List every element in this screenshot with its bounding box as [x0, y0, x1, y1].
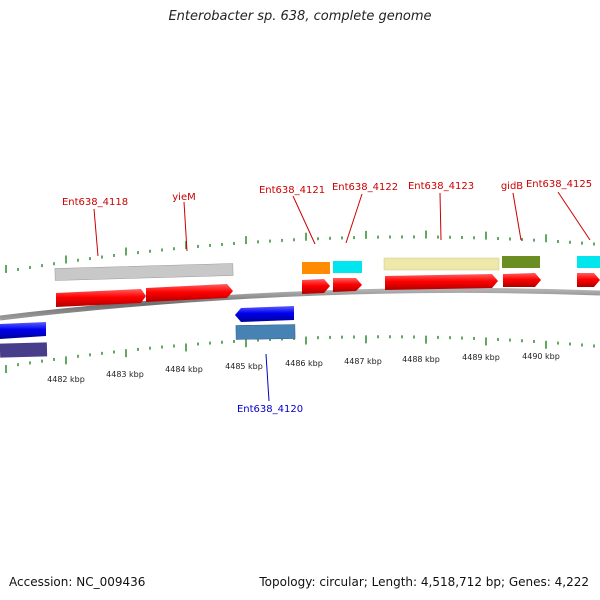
- outer-tick-track: [5, 230, 595, 273]
- feature-ent638-4120[interactable]: [235, 324, 296, 340]
- cds-arrow-ent638-4121[interactable]: [302, 279, 330, 294]
- gene-label-ent638-4118[interactable]: Ent638_4118: [62, 197, 128, 257]
- gene-label-ent638-4122[interactable]: Ent638_4122: [332, 182, 398, 244]
- feature-left-edge[interactable]: [0, 342, 48, 358]
- kbp-label-4489: 4489 kbp: [462, 353, 500, 362]
- gene-label-ent638-4120[interactable]: Ent638_4120: [237, 353, 303, 415]
- kbp-label-4485: 4485 kbp: [225, 362, 263, 371]
- kbp-label-4488: 4488 kbp: [402, 355, 440, 364]
- svg-text:Ent638_4120: Ent638_4120: [237, 404, 303, 415]
- accession-text: Accession: NC_009436: [9, 575, 146, 589]
- kbp-label-4490: 4490 kbp: [522, 352, 560, 361]
- cds-arrow-ent638-4122[interactable]: [333, 278, 362, 292]
- genome-summary-text: Topology: circular; Length: 4,518,712 bp…: [259, 575, 589, 589]
- feature-ent638-4122[interactable]: [333, 261, 362, 273]
- svg-text:yieM: yieM: [172, 192, 195, 203]
- cds-arrow-left-edge[interactable]: [0, 322, 46, 339]
- map-title: Enterobacter sp. 638, complete genome: [168, 9, 432, 24]
- gene-label-ent638-4125[interactable]: Ent638_4125: [526, 179, 592, 241]
- gene-label-yiem[interactable]: yieM: [172, 192, 196, 252]
- feature-ent638-4118[interactable]: [54, 263, 234, 281]
- inner-tick-track: [5, 335, 595, 374]
- cds-arrow-yiem[interactable]: [146, 284, 233, 302]
- kbp-label-4483: 4483 kbp: [106, 370, 144, 379]
- cds-arrow-ent638-4123[interactable]: [385, 274, 498, 290]
- svg-text:Ent638_4123: Ent638_4123: [408, 181, 474, 192]
- feature-ent638-4125[interactable]: [577, 256, 600, 268]
- svg-text:Ent638_4122: Ent638_4122: [332, 182, 398, 193]
- cds-arrow-ent638-4118[interactable]: [56, 289, 146, 307]
- gene-label-ent638-4121[interactable]: Ent638_4121: [259, 185, 325, 245]
- feature-ent638-4121[interactable]: [302, 262, 330, 274]
- kbp-label-4482: 4482 kbp: [47, 375, 85, 384]
- svg-text:Ent638_4118: Ent638_4118: [62, 197, 128, 208]
- cds-arrow-gidb[interactable]: [503, 273, 541, 287]
- kbp-label-4487: 4487 kbp: [344, 357, 382, 366]
- gene-label-ent638-4123[interactable]: Ent638_4123: [408, 181, 474, 241]
- kbp-label-4484: 4484 kbp: [165, 365, 203, 374]
- cds-arrow-ent638-4120[interactable]: [235, 306, 294, 322]
- gene-label-gidb[interactable]: gidB: [501, 181, 523, 241]
- feature-ent638-4123[interactable]: [383, 257, 500, 271]
- cds-arrow-ent638-4125[interactable]: [577, 273, 600, 287]
- kbp-label-4486: 4486 kbp: [285, 359, 323, 368]
- svg-text:gidB: gidB: [501, 181, 523, 192]
- feature-gidb[interactable]: [502, 256, 540, 268]
- genome-backbone: [0, 287, 600, 321]
- svg-text:Ent638_4121: Ent638_4121: [259, 185, 325, 196]
- svg-text:Ent638_4125: Ent638_4125: [526, 179, 592, 190]
